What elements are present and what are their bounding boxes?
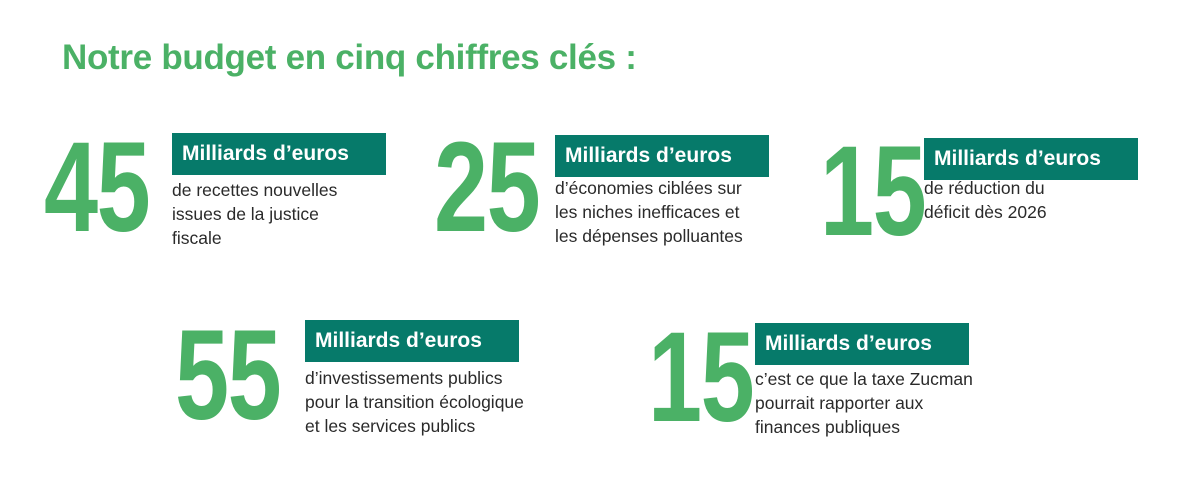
figure-unit-badge: Milliards d’euros — [305, 320, 519, 362]
figure-unit-badge: Milliards d’euros — [924, 138, 1138, 180]
figure-description: de réduction du déficit dès 2026 — [924, 178, 1047, 222]
figure-description: d’économies ciblées sur les niches ineff… — [555, 178, 743, 246]
figure-number: 25 — [434, 116, 541, 259]
figure-number: 15 — [648, 306, 755, 449]
figure-unit-badge: Milliards d’euros — [555, 135, 769, 177]
figure-unit-badge: Milliards d’euros — [755, 323, 969, 365]
figure-number: 15 — [820, 120, 927, 263]
figure-description: de recettes nouvelles issues de la justi… — [172, 180, 338, 248]
figure-description: c’est ce que la taxe Zucman pourrait rap… — [755, 369, 973, 437]
page-title: Notre budget en cinq chiffres clés : — [62, 38, 637, 77]
figure-description: d’investissements publics pour la transi… — [305, 368, 524, 436]
figure-number: 55 — [175, 304, 282, 447]
figure-unit-badge: Milliards d’euros — [172, 133, 386, 175]
figure-number: 45 — [44, 116, 151, 259]
